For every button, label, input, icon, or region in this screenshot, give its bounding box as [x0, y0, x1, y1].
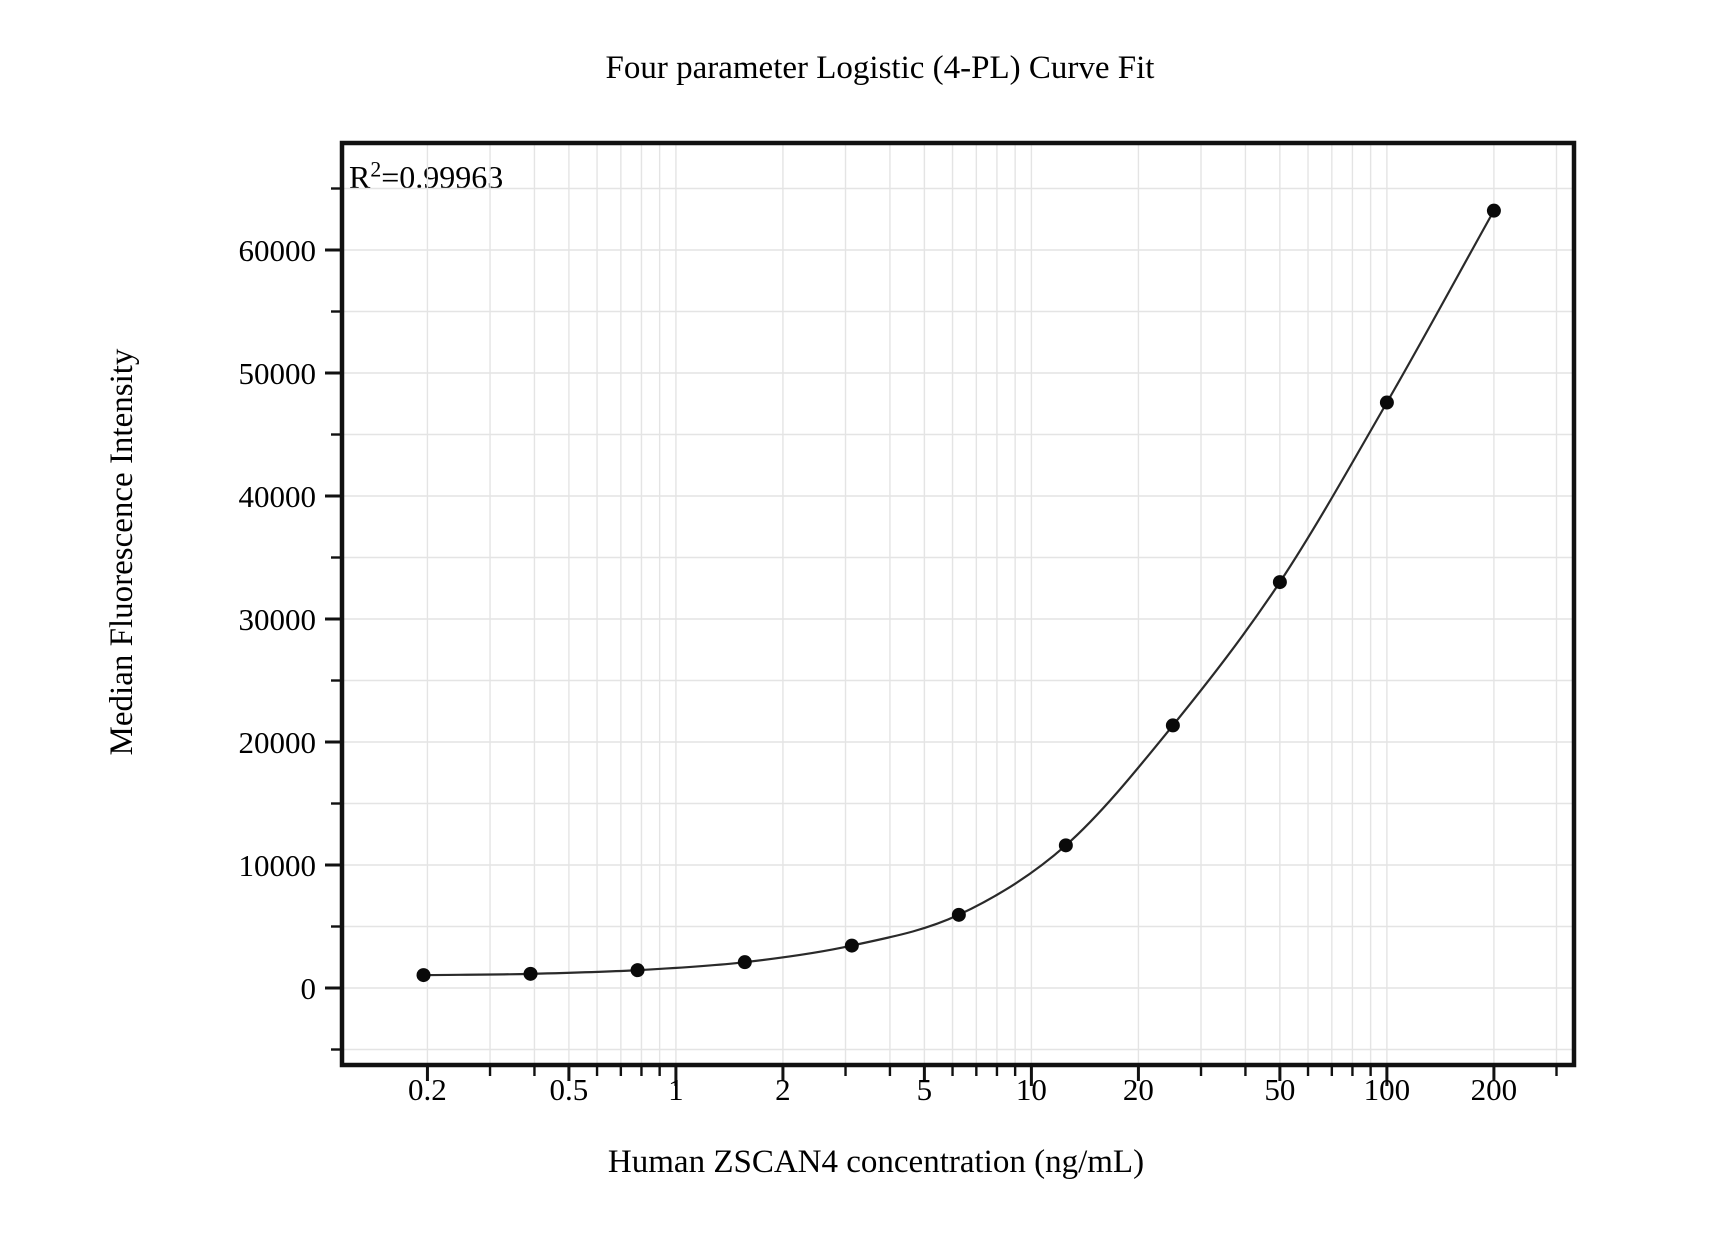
y-tick-label: 30000: [239, 602, 317, 637]
x-tick-label: 0.2: [408, 1072, 447, 1107]
y-tick-label: 10000: [239, 848, 317, 883]
y-tick-label: 60000: [239, 233, 317, 268]
data-point: [1058, 838, 1073, 853]
x-axis-label: Human ZSCAN4 concentration (ng/mL): [607, 1144, 1145, 1180]
chart-title: Four parameter Logistic (4-PL) Curve Fit: [605, 50, 1155, 86]
x-tick-label: 10: [1016, 1072, 1047, 1107]
data-point: [844, 938, 859, 953]
r-squared-base: R: [349, 159, 371, 195]
plot-frame: [339, 140, 1577, 1068]
fit-curve: [423, 210, 1495, 977]
data-point: [1165, 718, 1180, 733]
y-tick-label: 20000: [239, 725, 317, 760]
data-point: [1486, 203, 1501, 218]
x-tick-label: 50: [1264, 1072, 1295, 1107]
data-point: [416, 968, 431, 983]
y-tick-label: 40000: [239, 479, 317, 514]
data-point: [951, 907, 966, 922]
x-tick-label: 20: [1123, 1072, 1154, 1107]
x-tick-label: 100: [1364, 1072, 1411, 1107]
x-tick-label: 5: [917, 1072, 933, 1107]
r-squared-exponent: 2: [370, 157, 382, 182]
data-point: [737, 955, 752, 970]
x-tick-label: 0.5: [550, 1072, 589, 1107]
x-tick-label: 1: [668, 1072, 684, 1107]
data-point: [630, 963, 645, 978]
x-tick-label: 2: [775, 1072, 791, 1107]
data-point: [523, 966, 538, 981]
data-point: [1379, 395, 1394, 410]
y-tick-label: 50000: [239, 356, 317, 391]
data-point: [1272, 575, 1287, 590]
x-tick-label: 200: [1471, 1072, 1518, 1107]
y-tick-label: 0: [301, 971, 317, 1006]
